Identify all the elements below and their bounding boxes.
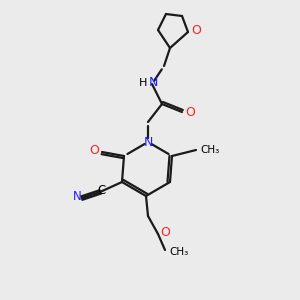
Text: O: O (89, 145, 99, 158)
Text: O: O (160, 226, 170, 239)
Text: CH₃: CH₃ (169, 247, 188, 257)
Text: H: H (139, 78, 147, 88)
Text: N: N (73, 190, 81, 203)
Text: N: N (143, 136, 153, 148)
Text: O: O (191, 25, 201, 38)
Text: C: C (98, 184, 106, 197)
Text: CH₃: CH₃ (200, 145, 219, 155)
Text: O: O (185, 106, 195, 118)
Text: N: N (148, 76, 158, 89)
